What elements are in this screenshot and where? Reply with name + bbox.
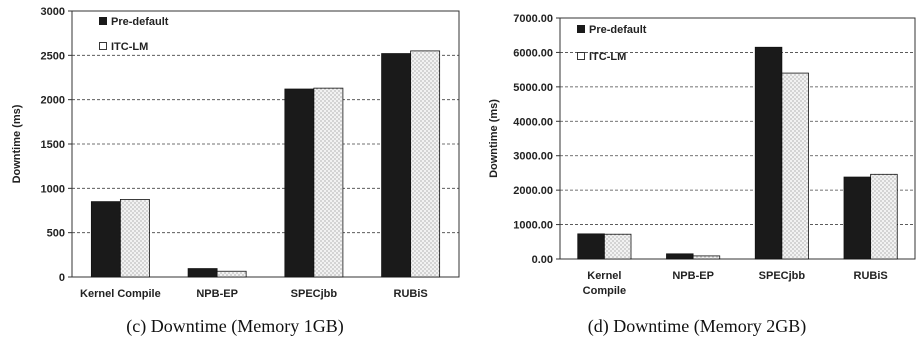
y-tick-label: 4000.00	[513, 116, 553, 128]
bar-itc-lm	[119, 199, 150, 278]
legend-swatch-itc-lm	[577, 52, 585, 60]
y-tick-label: 6000.00	[513, 47, 553, 59]
bar-pre-default	[843, 176, 872, 260]
bar-itc-lm	[313, 87, 344, 278]
y-tick-label: 1000	[41, 183, 65, 195]
bar-pre-default	[187, 268, 218, 278]
bar-itc-lm	[781, 72, 809, 260]
plot-area	[559, 17, 916, 260]
y-axis-title: Downtime (ms)	[11, 104, 23, 183]
y-tick-label: 5000.00	[513, 82, 553, 94]
x-category-label: SPECjbb	[759, 270, 806, 282]
bar-itc-lm	[216, 270, 247, 278]
y-tick-label: 2500	[41, 50, 65, 62]
legend-label-pre-default: Pre-default	[111, 16, 169, 28]
x-category-label: RUBiS	[854, 270, 888, 282]
x-category-label: SPECjbb	[291, 288, 338, 300]
y-tick-label: 1500	[41, 139, 65, 151]
bar-itc-lm	[870, 173, 898, 260]
bar-itc-lm	[692, 255, 721, 260]
y-tick-label: 3000	[41, 6, 65, 18]
plot-area	[71, 10, 460, 278]
legend-swatch-pre-default	[99, 17, 107, 25]
bar-pre-default	[666, 253, 694, 260]
y-tick-label: 500	[47, 228, 65, 240]
chart-memory-2gb: 0.00 1000.00 2000.00 3000.00 4000.00 5000.00 6…	[488, 13, 916, 297]
y-tick-label: 1000.00	[513, 220, 553, 232]
legend-label-itc-lm: ITC-LM	[589, 51, 626, 63]
bar-pre-default	[577, 233, 605, 260]
y-axis-title: Downtime (ms)	[488, 99, 500, 178]
caption-memory-2gb: (d) Downtime (Memory 2GB)	[588, 316, 806, 337]
y-tick-label: 2000.00	[513, 185, 553, 197]
bar-pre-default	[90, 201, 121, 278]
x-category-label: Compile	[583, 285, 626, 297]
y-tick-label: 2000	[41, 95, 65, 107]
y-tick-label: 7000.00	[513, 13, 553, 25]
y-tick-label: 3000.00	[513, 151, 553, 163]
bar-pre-default	[381, 53, 412, 278]
caption-memory-1gb: (c) Downtime (Memory 1GB)	[126, 316, 343, 337]
legend-label-pre-default: Pre-default	[589, 24, 647, 36]
legend-swatch-itc-lm	[99, 42, 107, 50]
y-tick-label: 0.00	[532, 254, 553, 266]
y-tick-label: 0	[59, 272, 65, 284]
bar-itc-lm	[410, 50, 441, 278]
bar-pre-default	[284, 88, 315, 278]
bar-pre-default	[754, 46, 783, 260]
x-category-label: Kernel	[587, 270, 621, 282]
x-category-label: NPB-EP	[196, 288, 238, 300]
x-category-label: RUBiS	[394, 288, 428, 300]
chart-memory-1gb: 0 500 1000 1500 2000 2500 3000 Downtime (ms) Ker…	[11, 6, 460, 300]
legend-swatch-pre-default	[577, 25, 585, 33]
x-category-label: NPB-EP	[672, 270, 714, 282]
x-category-label: Kernel Compile	[80, 288, 161, 300]
bar-itc-lm	[603, 233, 632, 260]
legend-label-itc-lm: ITC-LM	[111, 41, 148, 53]
